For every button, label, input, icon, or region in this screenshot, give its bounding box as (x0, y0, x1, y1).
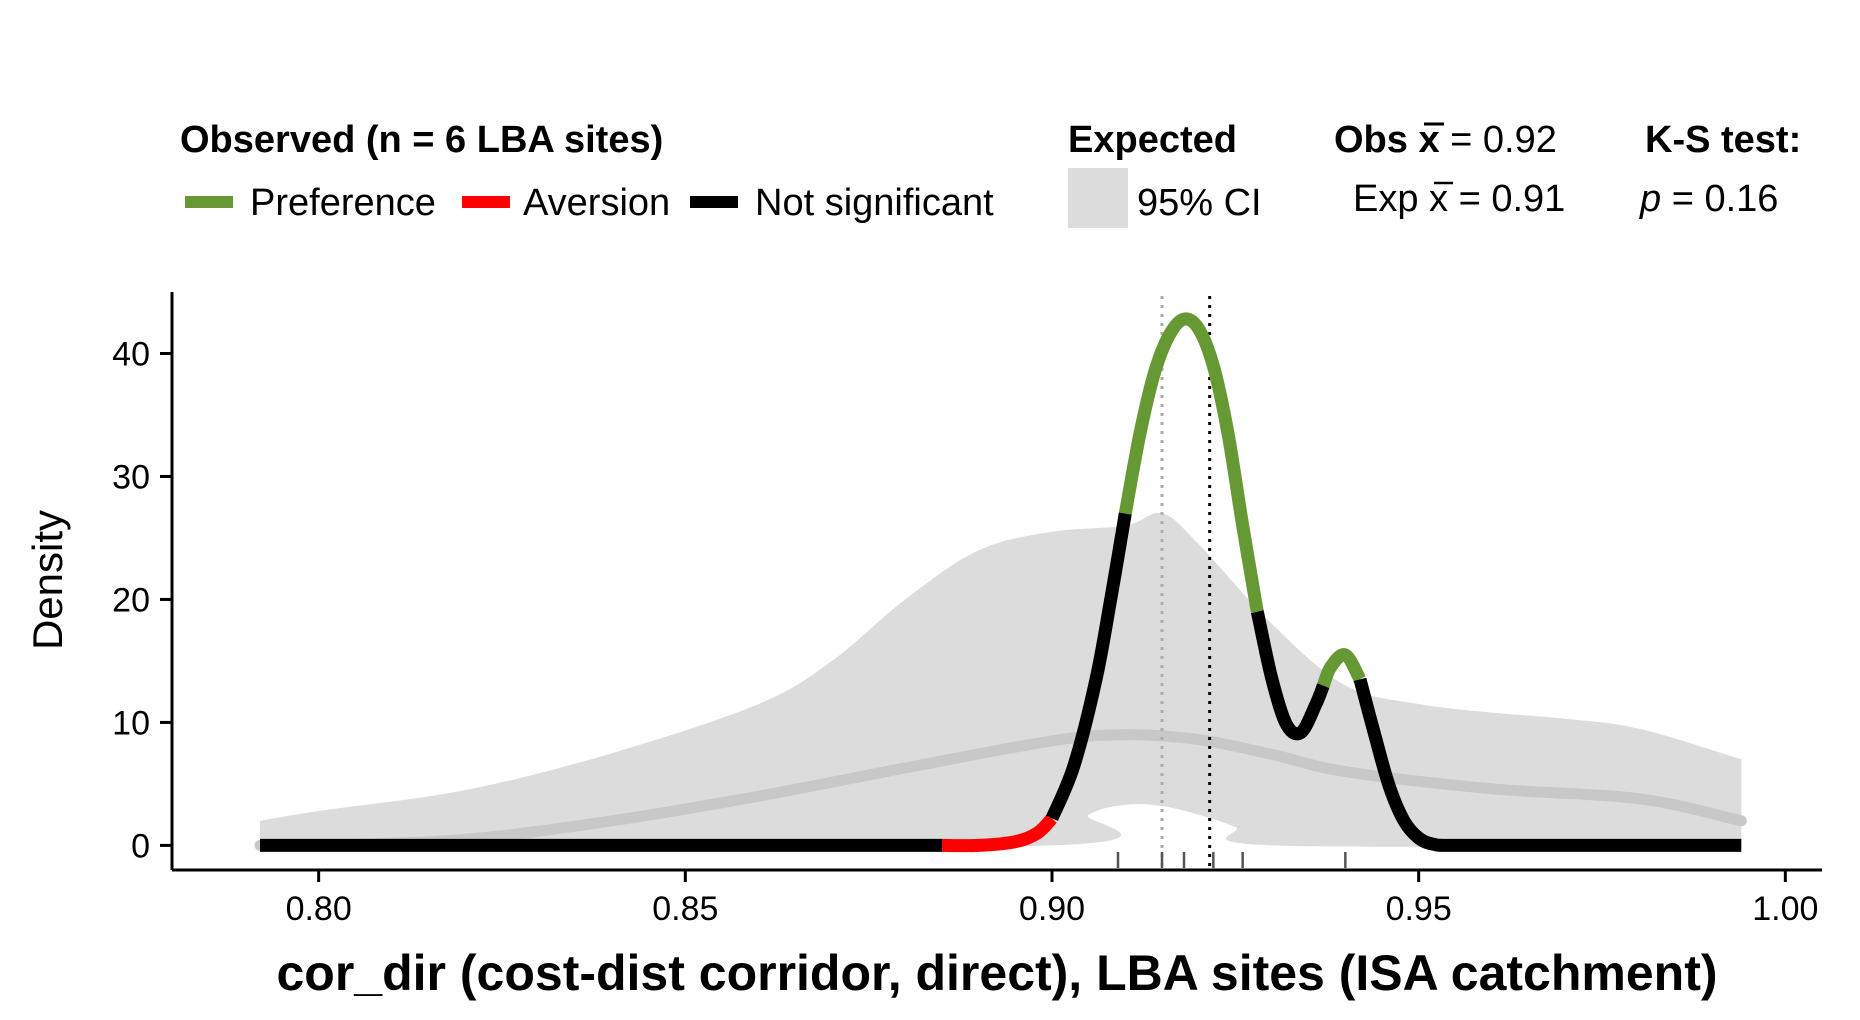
obs-mean-stat: Obs x = 0.92 (1334, 119, 1557, 161)
legend-aversion-swatch (462, 196, 510, 208)
expected-mean-density-line (254, 729, 1747, 852)
obs-mean-prefix: Obs (1334, 119, 1418, 161)
x-axis-ticks: 0.80 0.85 0.90 0.95 1.00 (286, 870, 1818, 928)
legend-aversion-label: Aversion (523, 182, 670, 224)
legend-observed-title: Observed (n = 6 LBA sites) (180, 119, 663, 161)
legend-ci-swatch (1068, 168, 1128, 228)
axes: 0.80 0.85 0.90 0.95 1.00 0 10 20 30 40 cor_dir (… (24, 292, 1822, 1001)
ks-p-value: = 0.16 (1661, 178, 1778, 220)
legend-preference-label: Preference (250, 182, 436, 224)
x-tick-label: 1.00 (1752, 890, 1818, 928)
y-tick-label: 40 (112, 335, 150, 373)
legend-expected-title: Expected (1068, 119, 1237, 161)
exp-mean-symbol: x (1429, 178, 1448, 220)
x-tick-label: 0.80 (286, 890, 352, 928)
x-tick-label: 0.85 (652, 890, 718, 928)
legend: Observed (n = 6 LBA sites) Preference Av… (180, 119, 1801, 228)
y-tick-label: 20 (112, 581, 150, 619)
exp-mean-stat: Exp x = 0.91 (1353, 178, 1565, 220)
observed-density-segment-preference (1317, 648, 1366, 689)
legend-not-significant-label: Not significant (755, 182, 994, 224)
plot-area (254, 296, 1747, 868)
ks-test-stat: p = 0.16 (1639, 178, 1778, 220)
legend-ci-label: 95% CI (1137, 182, 1262, 224)
y-tick-label: 10 (112, 704, 150, 742)
observed-density-segment-not-significant (1046, 512, 1132, 821)
x-tick-label: 0.95 (1386, 890, 1452, 928)
legend-not-significant-swatch (690, 196, 738, 208)
y-axis-title: Density (24, 510, 71, 650)
exp-mean-value: = 0.91 (1448, 178, 1565, 220)
y-axis-ticks: 0 10 20 30 40 (112, 335, 172, 865)
y-tick-label: 0 (131, 827, 150, 865)
ci-band (260, 512, 1742, 848)
x-axis-title: cor_dir (cost-dist corridor, direct), LB… (276, 945, 1717, 1001)
obs-mean-symbol: x (1418, 119, 1439, 161)
observed-density-segment-not-significant (1353, 677, 1742, 852)
ks-p-symbol: p (1639, 178, 1661, 220)
legend-preference-swatch (185, 196, 233, 208)
observed-density-segment-preference (1118, 312, 1264, 613)
ks-test-title: K-S test: (1645, 119, 1801, 161)
exp-mean-prefix: Exp (1353, 178, 1429, 220)
observed-density-segment-not-significant (1250, 610, 1330, 741)
y-tick-label: 30 (112, 458, 150, 496)
obs-mean-value: = 0.92 (1440, 119, 1557, 161)
x-tick-label: 0.90 (1019, 890, 1085, 928)
observed-density-segment-aversion (941, 813, 1057, 853)
